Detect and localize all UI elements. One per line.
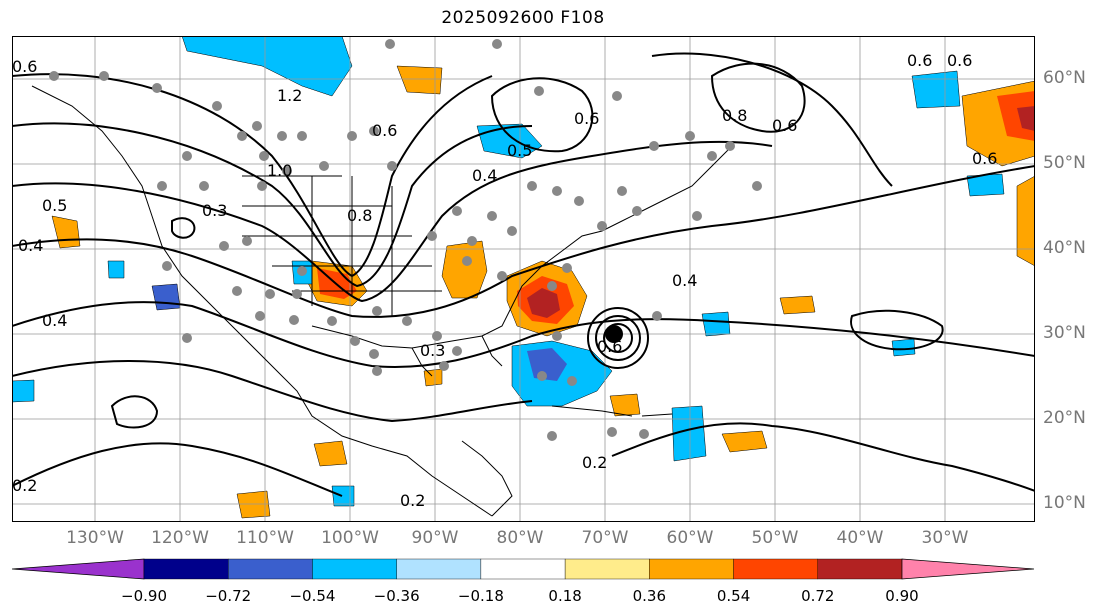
shade-positive bbox=[1016, 175, 1035, 267]
storm-center bbox=[605, 325, 623, 343]
colorbar-box bbox=[312, 558, 397, 580]
contour-label: 0.6 bbox=[907, 51, 932, 70]
shade-positive bbox=[396, 65, 443, 95]
shade-negative bbox=[331, 485, 355, 507]
lon-label: 100°W bbox=[321, 528, 379, 548]
lon-label: 30°W bbox=[921, 528, 969, 548]
contours bbox=[12, 52, 1035, 497]
colorbar-tick-label: −0.18 bbox=[457, 587, 504, 605]
contour-label: 0.2 bbox=[400, 491, 425, 510]
lon-label: 70°W bbox=[581, 528, 629, 548]
contour-label: 0.4 bbox=[18, 236, 43, 255]
shade-positive bbox=[609, 393, 641, 417]
shade-positive bbox=[779, 295, 816, 315]
colorbar-tick-label: −0.54 bbox=[289, 587, 336, 605]
lat-label: 50°N bbox=[1043, 153, 1086, 173]
shade-positive bbox=[313, 440, 348, 467]
contour-label: 0.3 bbox=[420, 341, 445, 360]
colorbar-box bbox=[228, 558, 313, 580]
colorbar-box bbox=[564, 558, 650, 580]
contour-label: 0.6 bbox=[972, 149, 997, 168]
lat-label: 40°N bbox=[1043, 238, 1086, 258]
contour-label: 1.0 bbox=[267, 161, 292, 180]
shade-negative bbox=[151, 283, 181, 311]
contour-label: 0.6 bbox=[597, 337, 622, 356]
lon-label: 80°W bbox=[496, 528, 544, 548]
colorbar-box bbox=[733, 558, 818, 580]
colorbar-box bbox=[817, 558, 903, 580]
contour-label: 0.4 bbox=[472, 166, 497, 185]
colorbar-extend-high bbox=[901, 558, 1035, 580]
shade-positive-stronger bbox=[1017, 106, 1035, 131]
lon-label: 130°W bbox=[66, 528, 124, 548]
shade-negative bbox=[911, 70, 961, 109]
contour-label: 0.5 bbox=[507, 141, 532, 160]
contour-label: 0.8 bbox=[722, 106, 747, 125]
contour-label: 0.6 bbox=[772, 116, 797, 135]
shade-positive-stronger bbox=[527, 288, 560, 318]
shade-negative bbox=[701, 311, 731, 337]
colorbar-tick-label: −0.90 bbox=[121, 587, 167, 605]
contour-label: 0.2 bbox=[582, 453, 607, 472]
colorbar-tick-label: 0.36 bbox=[632, 587, 667, 605]
colorbar-tick-label: 0.54 bbox=[716, 587, 751, 605]
colorbar-tick-label: 0.72 bbox=[801, 587, 835, 605]
contour-labels: 0.6 0.5 0.4 0.4 1.2 1.0 0.8 0.6 0.6 0.6 … bbox=[12, 51, 997, 510]
gridlines bbox=[12, 36, 1035, 522]
lon-label: 40°W bbox=[836, 528, 884, 548]
contour-label: 0.6 bbox=[12, 57, 37, 76]
shade-negative-strong bbox=[527, 348, 567, 381]
shade-negative bbox=[891, 338, 916, 357]
colorbar-tick-label: 0.18 bbox=[548, 587, 582, 605]
colorbar-box bbox=[143, 558, 229, 580]
shade-negative bbox=[671, 405, 707, 462]
contour-label: 0.4 bbox=[672, 271, 697, 290]
contour-label: 0.2 bbox=[12, 476, 37, 495]
map-plot: 0.6 0.5 0.4 0.4 1.2 1.0 0.8 0.6 0.6 0.6 … bbox=[12, 36, 1035, 522]
contour-label: 1.2 bbox=[277, 86, 302, 105]
gray-dots bbox=[49, 39, 762, 441]
shade-negative bbox=[476, 123, 543, 159]
lon-label: 120°W bbox=[151, 528, 209, 548]
lat-label: 30°N bbox=[1043, 323, 1086, 343]
map-title: 2025092600 F108 bbox=[441, 8, 605, 28]
contour-label: 0.5 bbox=[42, 196, 67, 215]
contour-label: 0.8 bbox=[347, 206, 372, 225]
shade-positive bbox=[423, 368, 443, 387]
colorbar-tick-label: −0.36 bbox=[373, 587, 420, 605]
colorbar-box bbox=[649, 558, 734, 580]
shade-positive bbox=[236, 490, 271, 519]
colorbar-tick-label: −0.72 bbox=[205, 587, 252, 605]
lat-label: 20°N bbox=[1043, 408, 1086, 428]
contour-label: 0.6 bbox=[372, 121, 397, 140]
lat-label: 60°N bbox=[1043, 68, 1086, 88]
contour-label: 0.3 bbox=[202, 201, 227, 220]
lon-label: 110°W bbox=[236, 528, 294, 548]
colorbar-box bbox=[396, 558, 482, 580]
shade-positive bbox=[721, 430, 768, 453]
shading-layer bbox=[12, 36, 1035, 519]
shade-positive bbox=[441, 240, 488, 299]
colorbar bbox=[11, 558, 1035, 580]
map-frame bbox=[12, 36, 1035, 522]
shade-negative bbox=[181, 36, 353, 97]
colorbar-tick-label: 0.90 bbox=[885, 587, 919, 605]
shade-positive bbox=[51, 215, 81, 249]
lon-label: 90°W bbox=[411, 528, 459, 548]
shade-negative bbox=[107, 260, 125, 279]
lon-label: 60°W bbox=[666, 528, 714, 548]
contour-label: 0.6 bbox=[947, 51, 972, 70]
lat-label: 10°N bbox=[1043, 493, 1086, 513]
contour-label: 0.6 bbox=[574, 109, 599, 128]
lon-label: 50°W bbox=[751, 528, 799, 548]
colorbar-extend-low bbox=[11, 558, 145, 580]
contour-label: 0.4 bbox=[42, 311, 67, 330]
colorbar-box bbox=[480, 558, 566, 580]
shade-negative bbox=[12, 379, 35, 403]
